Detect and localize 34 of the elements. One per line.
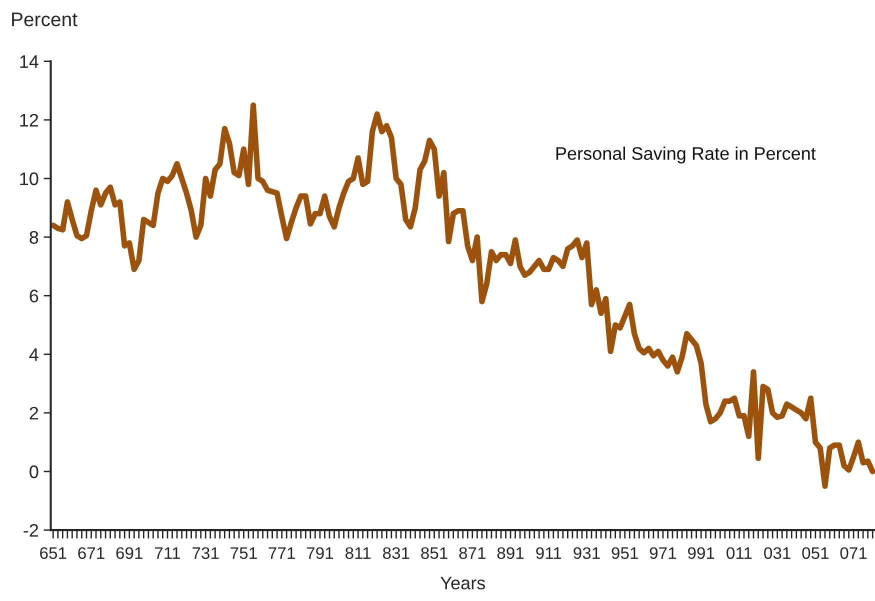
x-tick-label: 891 (497, 547, 524, 559)
x-tick-label: 071 (840, 547, 867, 559)
x-tick-label: 771 (268, 547, 295, 559)
x-tick-label: 851 (421, 547, 448, 559)
x-tick-label: 691 (116, 547, 142, 559)
x-tick-label: 931 (574, 547, 600, 559)
text: Personal Saving Rate in Percent (556, 146, 816, 164)
x-tick-label: 911 (536, 547, 562, 559)
y-tick-label: 4 (29, 348, 38, 361)
x-tick-label: 651 (40, 547, 66, 559)
y-tick-label: 0 (30, 465, 38, 478)
y-tick-label: 8 (30, 231, 38, 244)
x-tick-label: 711 (155, 547, 180, 559)
y-tick-label: 10 (20, 172, 38, 186)
x-tick-label: 011 (726, 547, 752, 559)
x-tick-label: 671 (78, 547, 104, 559)
x-tick-label: 051 (802, 547, 829, 559)
x-tick-label: 791 (306, 547, 334, 559)
y-tick-label: 6 (30, 290, 38, 302)
x-tick-label: 831 (382, 547, 410, 559)
y-tick-label: 12 (20, 114, 38, 126)
y-axis-title: Percent (12, 12, 78, 26)
x-tick-label: 811 (345, 547, 371, 559)
x-tick-label: 751 (230, 547, 257, 559)
x-tick-label: 971 (650, 547, 676, 559)
x-tick-label: 871 (459, 547, 486, 559)
y-tick-label: -2 (24, 524, 38, 537)
y-tick-label: 2 (30, 406, 38, 420)
y-tick-label: 14 (20, 55, 38, 68)
x-tick-label: 991 (688, 547, 714, 559)
x-tick-label: 951 (612, 547, 638, 559)
x-axis-title: Years (440, 576, 485, 590)
x-tick-label: 031 (764, 547, 790, 559)
x-tick-label: 731 (192, 547, 219, 559)
